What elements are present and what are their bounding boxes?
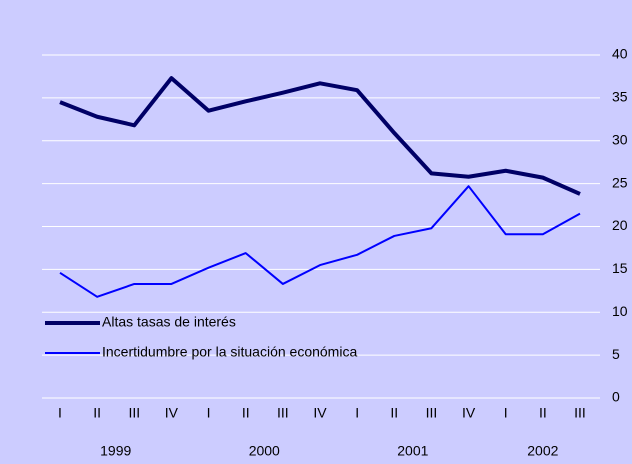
y-tick-label: 40 xyxy=(612,46,628,62)
x-group-label: 2000 xyxy=(249,443,280,459)
x-tick-label: II xyxy=(539,405,547,421)
y-tick-label: 35 xyxy=(612,89,628,105)
y-tick-label: 10 xyxy=(612,303,628,319)
legend-label: Incertidumbre por la situación económica xyxy=(102,344,357,360)
y-tick-label: 0 xyxy=(612,389,620,405)
x-tick-label: II xyxy=(390,405,398,421)
series-line xyxy=(59,185,581,298)
x-tick-label: I xyxy=(207,405,211,421)
y-tick-label: 30 xyxy=(612,131,628,147)
y-tick-label: 15 xyxy=(612,260,628,276)
x-tick-label: IV xyxy=(313,405,327,421)
x-tick-label: III xyxy=(574,405,586,421)
y-tick-label: 25 xyxy=(612,174,628,190)
x-tick-label: III xyxy=(277,405,289,421)
x-tick-label: I xyxy=(58,405,62,421)
x-tick-label: II xyxy=(242,405,250,421)
y-tick-label: 20 xyxy=(612,217,628,233)
x-tick-label: IV xyxy=(165,405,179,421)
x-tick-label: III xyxy=(426,405,438,421)
legend-label: Altas tasas de interés xyxy=(102,314,236,330)
x-group-label: 1999 xyxy=(100,443,131,459)
y-tick-label: 5 xyxy=(612,346,620,362)
x-tick-label: IV xyxy=(462,405,476,421)
x-tick-label: II xyxy=(93,405,101,421)
x-group-label: 2001 xyxy=(397,443,428,459)
x-tick-label: I xyxy=(355,405,359,421)
series-line xyxy=(59,76,581,196)
x-tick-label: III xyxy=(128,405,140,421)
x-group-label: 2002 xyxy=(527,443,558,459)
x-tick-label: I xyxy=(504,405,508,421)
